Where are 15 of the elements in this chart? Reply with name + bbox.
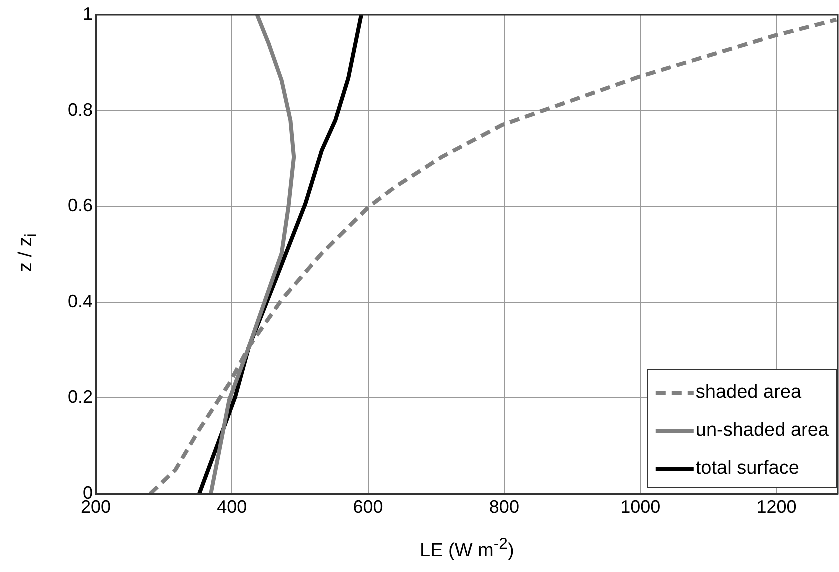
x-axis-title: LE (W m$^{-2}$) [420, 536, 514, 562]
line-series [148, 18, 838, 494]
legend-label: shaded area [696, 382, 802, 404]
y-tick-label: 0.8 [68, 100, 93, 120]
legend-label: total surface [696, 458, 800, 480]
legend-label: un-shaded area [696, 420, 830, 442]
x-tick-label: 1000 [620, 496, 661, 517]
x-tick-label: 1200 [756, 496, 797, 517]
x-tick-label: 800 [489, 496, 520, 517]
y-tick-label: 0.2 [68, 387, 93, 408]
y-tick-label: 0.4 [68, 291, 93, 312]
x-tick-label: 400 [217, 496, 248, 517]
y-tick-label: 0.6 [68, 196, 93, 216]
x-tick-label: 600 [353, 496, 384, 517]
y-tick-label: 1 [82, 4, 93, 24]
